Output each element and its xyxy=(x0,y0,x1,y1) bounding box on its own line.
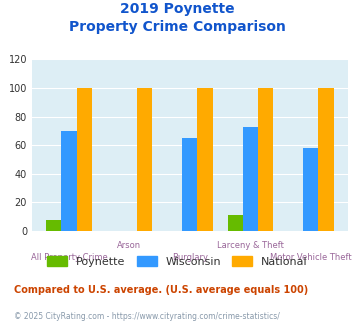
Bar xyxy=(182,138,197,231)
Bar xyxy=(258,88,273,231)
Bar xyxy=(303,148,318,231)
Text: Arson: Arson xyxy=(118,241,142,250)
Text: Property Crime Comparison: Property Crime Comparison xyxy=(69,20,286,34)
Bar xyxy=(318,88,334,231)
Text: Compared to U.S. average. (U.S. average equals 100): Compared to U.S. average. (U.S. average … xyxy=(14,285,308,295)
Bar xyxy=(228,215,243,231)
Text: 2019 Poynette: 2019 Poynette xyxy=(120,2,235,16)
Text: Larceny & Theft: Larceny & Theft xyxy=(217,241,284,250)
Text: Burglary: Burglary xyxy=(172,253,208,262)
Bar xyxy=(46,219,61,231)
Bar xyxy=(61,131,77,231)
Bar xyxy=(137,88,152,231)
Legend: Poynette, Wisconsin, National: Poynette, Wisconsin, National xyxy=(43,251,312,271)
Text: © 2025 CityRating.com - https://www.cityrating.com/crime-statistics/: © 2025 CityRating.com - https://www.city… xyxy=(14,312,280,321)
Bar xyxy=(77,88,92,231)
Text: Motor Vehicle Theft: Motor Vehicle Theft xyxy=(270,253,352,262)
Text: All Property Crime: All Property Crime xyxy=(31,253,107,262)
Bar xyxy=(197,88,213,231)
Bar xyxy=(243,127,258,231)
